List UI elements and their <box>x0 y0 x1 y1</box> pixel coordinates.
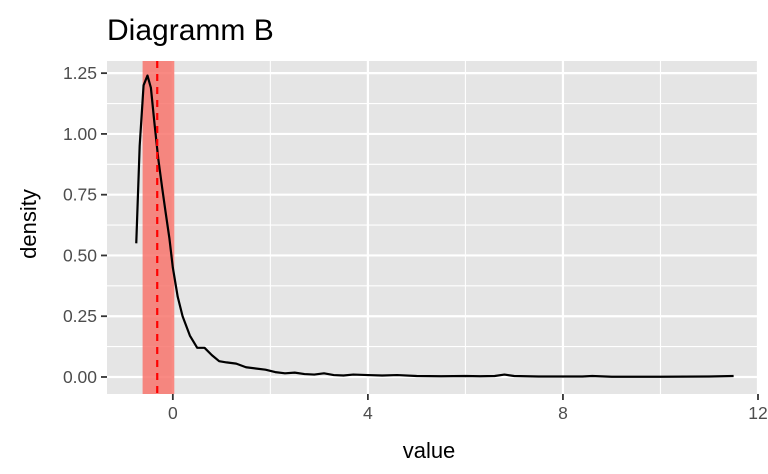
x-tick-label: 12 <box>748 403 767 423</box>
y-tick-label: 1.25 <box>63 63 97 83</box>
y-tick-label: 0.50 <box>63 245 97 265</box>
y-tick-label: 0.25 <box>63 306 97 326</box>
density-curve <box>135 74 734 378</box>
chart-title: Diagramm B <box>107 14 274 47</box>
y-tick-label: 0.75 <box>63 185 97 205</box>
x-tick-label: 0 <box>168 403 178 423</box>
highlight-band <box>142 61 175 394</box>
x-tick-label: 4 <box>363 403 373 423</box>
plot-panel <box>107 61 758 394</box>
x-axis: 0 4 8 12 <box>168 394 768 423</box>
y-tick-label: 0.00 <box>63 367 97 387</box>
y-tick-label: 1.00 <box>63 124 97 144</box>
x-tick-label: 8 <box>558 403 568 423</box>
x-axis-title: value <box>403 438 456 463</box>
y-axis: 0.00 0.25 0.50 0.75 1.00 1.25 <box>63 63 107 387</box>
y-axis-title: density <box>16 189 41 259</box>
